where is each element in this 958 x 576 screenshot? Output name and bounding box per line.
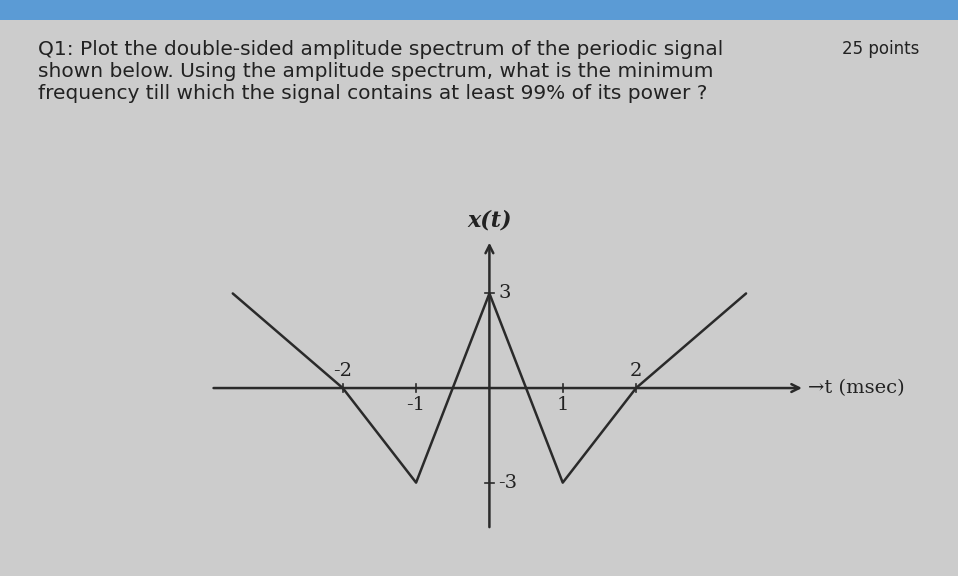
Text: -2: -2: [333, 362, 353, 380]
Text: -1: -1: [406, 396, 425, 414]
Text: 2: 2: [629, 362, 642, 380]
Text: Q1: Plot the double-sided amplitude spectrum of the periodic signal
shown below.: Q1: Plot the double-sided amplitude spec…: [38, 40, 723, 103]
Text: 1: 1: [557, 396, 569, 414]
Text: 25 points: 25 points: [842, 40, 920, 58]
Text: -3: -3: [498, 473, 517, 492]
Text: x(t): x(t): [468, 210, 512, 232]
Text: 3: 3: [498, 285, 511, 302]
Text: →t (msec): →t (msec): [809, 379, 905, 397]
